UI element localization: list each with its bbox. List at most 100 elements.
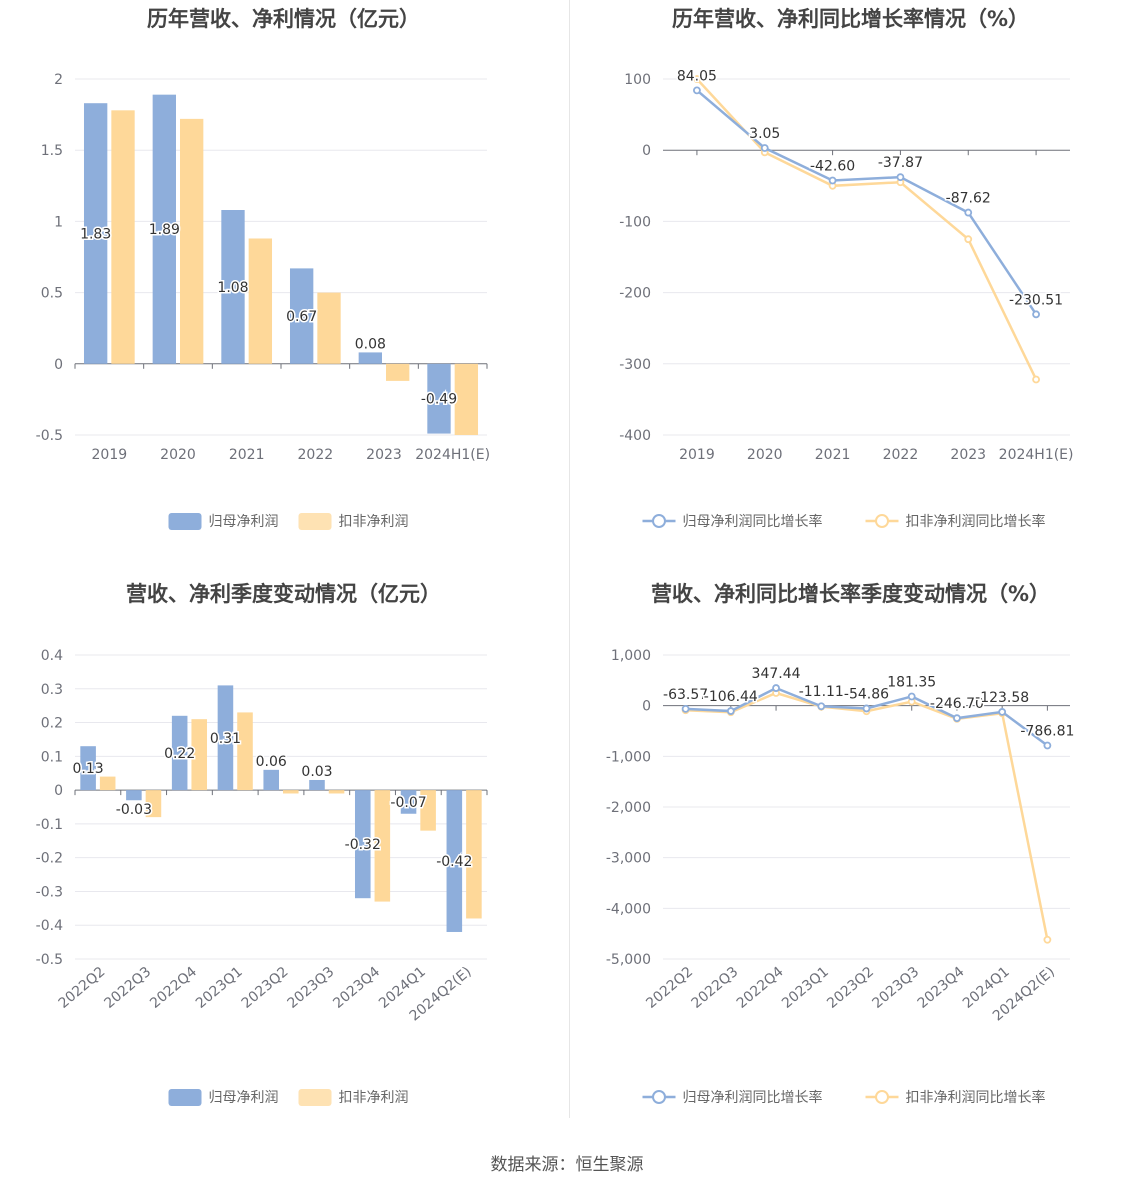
x-tick-label: 2022: [883, 447, 919, 463]
chart-svg: 历年营收、净利同比增长率情况（%） -400 -300 -200 -100 0 100 201…: [619, 7, 1074, 530]
x-tick-label: 2024H1(E): [415, 447, 490, 463]
y-tick-label: -1,000: [606, 749, 651, 765]
y-tick-label: -100: [619, 214, 651, 230]
data-label: -11.11: [799, 684, 844, 700]
x-tick-label: 2023Q4: [915, 964, 968, 1012]
point-net-profit-growth: [907, 692, 916, 701]
bar-net-profit: [171, 715, 188, 791]
x-tick-label: 2023Q1: [779, 964, 832, 1012]
bar-deducted-profit: [420, 790, 436, 831]
chart-svg: 历年营收、净利情况（亿元） -0.5 0 0.5 1 1.5 2 2019 2020 2021 20…: [36, 7, 490, 530]
y-tick-label: -0.1: [36, 817, 63, 833]
point-net-profit-growth: [862, 704, 871, 713]
x-tick-label: 2019: [679, 447, 715, 463]
bar-net-profit: [126, 790, 142, 801]
data-label: 84.05: [677, 68, 717, 84]
legend-swatch: [168, 1089, 202, 1106]
y-tick-label: 0.1: [41, 749, 63, 765]
chart-title: 营收、净利同比增长率季度变动情况（%）: [651, 582, 1050, 606]
y-tick-label: 0: [54, 357, 63, 373]
data-label: -87.62: [946, 191, 991, 207]
data-label: 0.22: [164, 746, 195, 762]
bar-net-profit: [83, 103, 108, 364]
data-label: 0.08: [355, 336, 386, 352]
x-tick-label: 2023Q3: [285, 964, 338, 1012]
data-label: -0.03: [116, 802, 152, 818]
y-tick-label: -300: [619, 357, 651, 373]
bar-deducted-profit: [374, 790, 391, 902]
data-label: -786.81: [1020, 724, 1074, 740]
y-tick-label: -3,000: [606, 851, 651, 867]
y-tick-label: -5,000: [606, 952, 651, 968]
legend-marker: [875, 514, 889, 528]
data-label: 0.31: [210, 731, 241, 747]
bar-deducted-profit: [248, 238, 273, 364]
y-tick-label: -0.5: [36, 428, 63, 444]
data-label: -42.60: [810, 159, 855, 175]
x-tick-label: 2023Q2: [824, 964, 877, 1012]
point-net-profit-growth: [828, 176, 837, 185]
y-tick-label: -0.4: [36, 918, 63, 934]
chart-title: 营收、净利季度变动情况（亿元）: [126, 582, 441, 606]
data-label: -63.57: [663, 687, 708, 703]
legend-marker: [875, 1090, 889, 1104]
annual-profit-bar-chart: 历年营收、净利情况（亿元） -0.5 0 0.5 1 1.5 2 2019 2020 2021 20…: [0, 0, 567, 575]
point-net-profit-growth: [1032, 310, 1040, 319]
point-deducted-profit-growth: [693, 75, 701, 83]
bar-net-profit: [221, 210, 245, 364]
bar-deducted-profit: [454, 363, 479, 435]
y-tick-label: 0.2: [41, 716, 63, 732]
x-tick-label: 2024H1(E): [999, 447, 1074, 463]
point-deducted-profit-growth: [964, 235, 973, 244]
legend-label: 扣非净利润同比增长率: [906, 1089, 1046, 1106]
bar-net-profit: [446, 790, 463, 932]
x-tick-label: 2022Q2: [56, 964, 109, 1012]
y-tick-label: -0.3: [36, 884, 63, 900]
data-label: 347.44: [752, 666, 801, 682]
point-net-profit-growth: [693, 86, 701, 95]
point-net-profit-growth: [681, 704, 690, 713]
line-deducted-profit-growth: [695, 78, 1038, 381]
y-tick-label: 100: [624, 72, 651, 88]
chart-title: 历年营收、净利情况（亿元）: [147, 7, 420, 31]
y-tick-label: 0.3: [41, 682, 63, 698]
x-tick-label: 2023Q3: [869, 964, 922, 1012]
point-net-profit-growth: [998, 708, 1007, 716]
x-tick-label: 2021: [815, 447, 851, 463]
x-tick-label: 2023: [366, 447, 402, 463]
quarterly-profit-bar-chart: 营收、净利季度变动情况（亿元） -0.5 -0.4 -0.3 -0.2 -0.1 0 0.1 0…: [0, 575, 567, 1150]
point-net-profit-growth: [953, 714, 961, 723]
point-net-profit-growth: [817, 702, 826, 711]
legend-label: 扣非净利润同比增长率: [906, 513, 1046, 530]
y-tick-label: -200: [619, 286, 651, 302]
data-label: 181.35: [887, 674, 936, 690]
x-tick-label: 2019: [92, 447, 128, 463]
bar-deducted-profit: [328, 790, 345, 794]
legend-swatch: [298, 513, 332, 530]
data-label: -106.44: [704, 689, 758, 705]
x-tick-label: 2023: [950, 447, 986, 463]
bar-deducted-profit: [99, 776, 116, 791]
data-label: 1.83: [80, 227, 111, 243]
y-tick-label: -4,000: [606, 901, 651, 917]
bar-net-profit: [354, 790, 371, 899]
y-tick-label: 1,000: [611, 648, 651, 664]
bar-deducted-profit: [317, 292, 341, 364]
line-deducted-profit-growth: [685, 691, 1049, 940]
bar-net-profit: [80, 746, 96, 791]
data-label: 3.05: [749, 126, 780, 142]
x-tick-label: 2020: [747, 447, 783, 463]
legend-swatch: [168, 513, 202, 530]
point-net-profit-growth: [964, 208, 973, 217]
data-label: -246.70: [930, 696, 984, 712]
line-net-profit-growth: [696, 89, 1038, 316]
point-deducted-profit-growth: [1043, 935, 1052, 944]
legend-label: 归母净利润同比增长率: [683, 513, 823, 530]
legend-swatch: [298, 1089, 332, 1106]
point-net-profit-growth: [772, 684, 780, 692]
data-label: 0.03: [301, 764, 332, 780]
data-label: -0.49: [421, 392, 457, 408]
y-tick-label: 0.5: [41, 286, 63, 302]
y-tick-label: 2: [54, 72, 63, 88]
bar-net-profit: [152, 94, 176, 364]
